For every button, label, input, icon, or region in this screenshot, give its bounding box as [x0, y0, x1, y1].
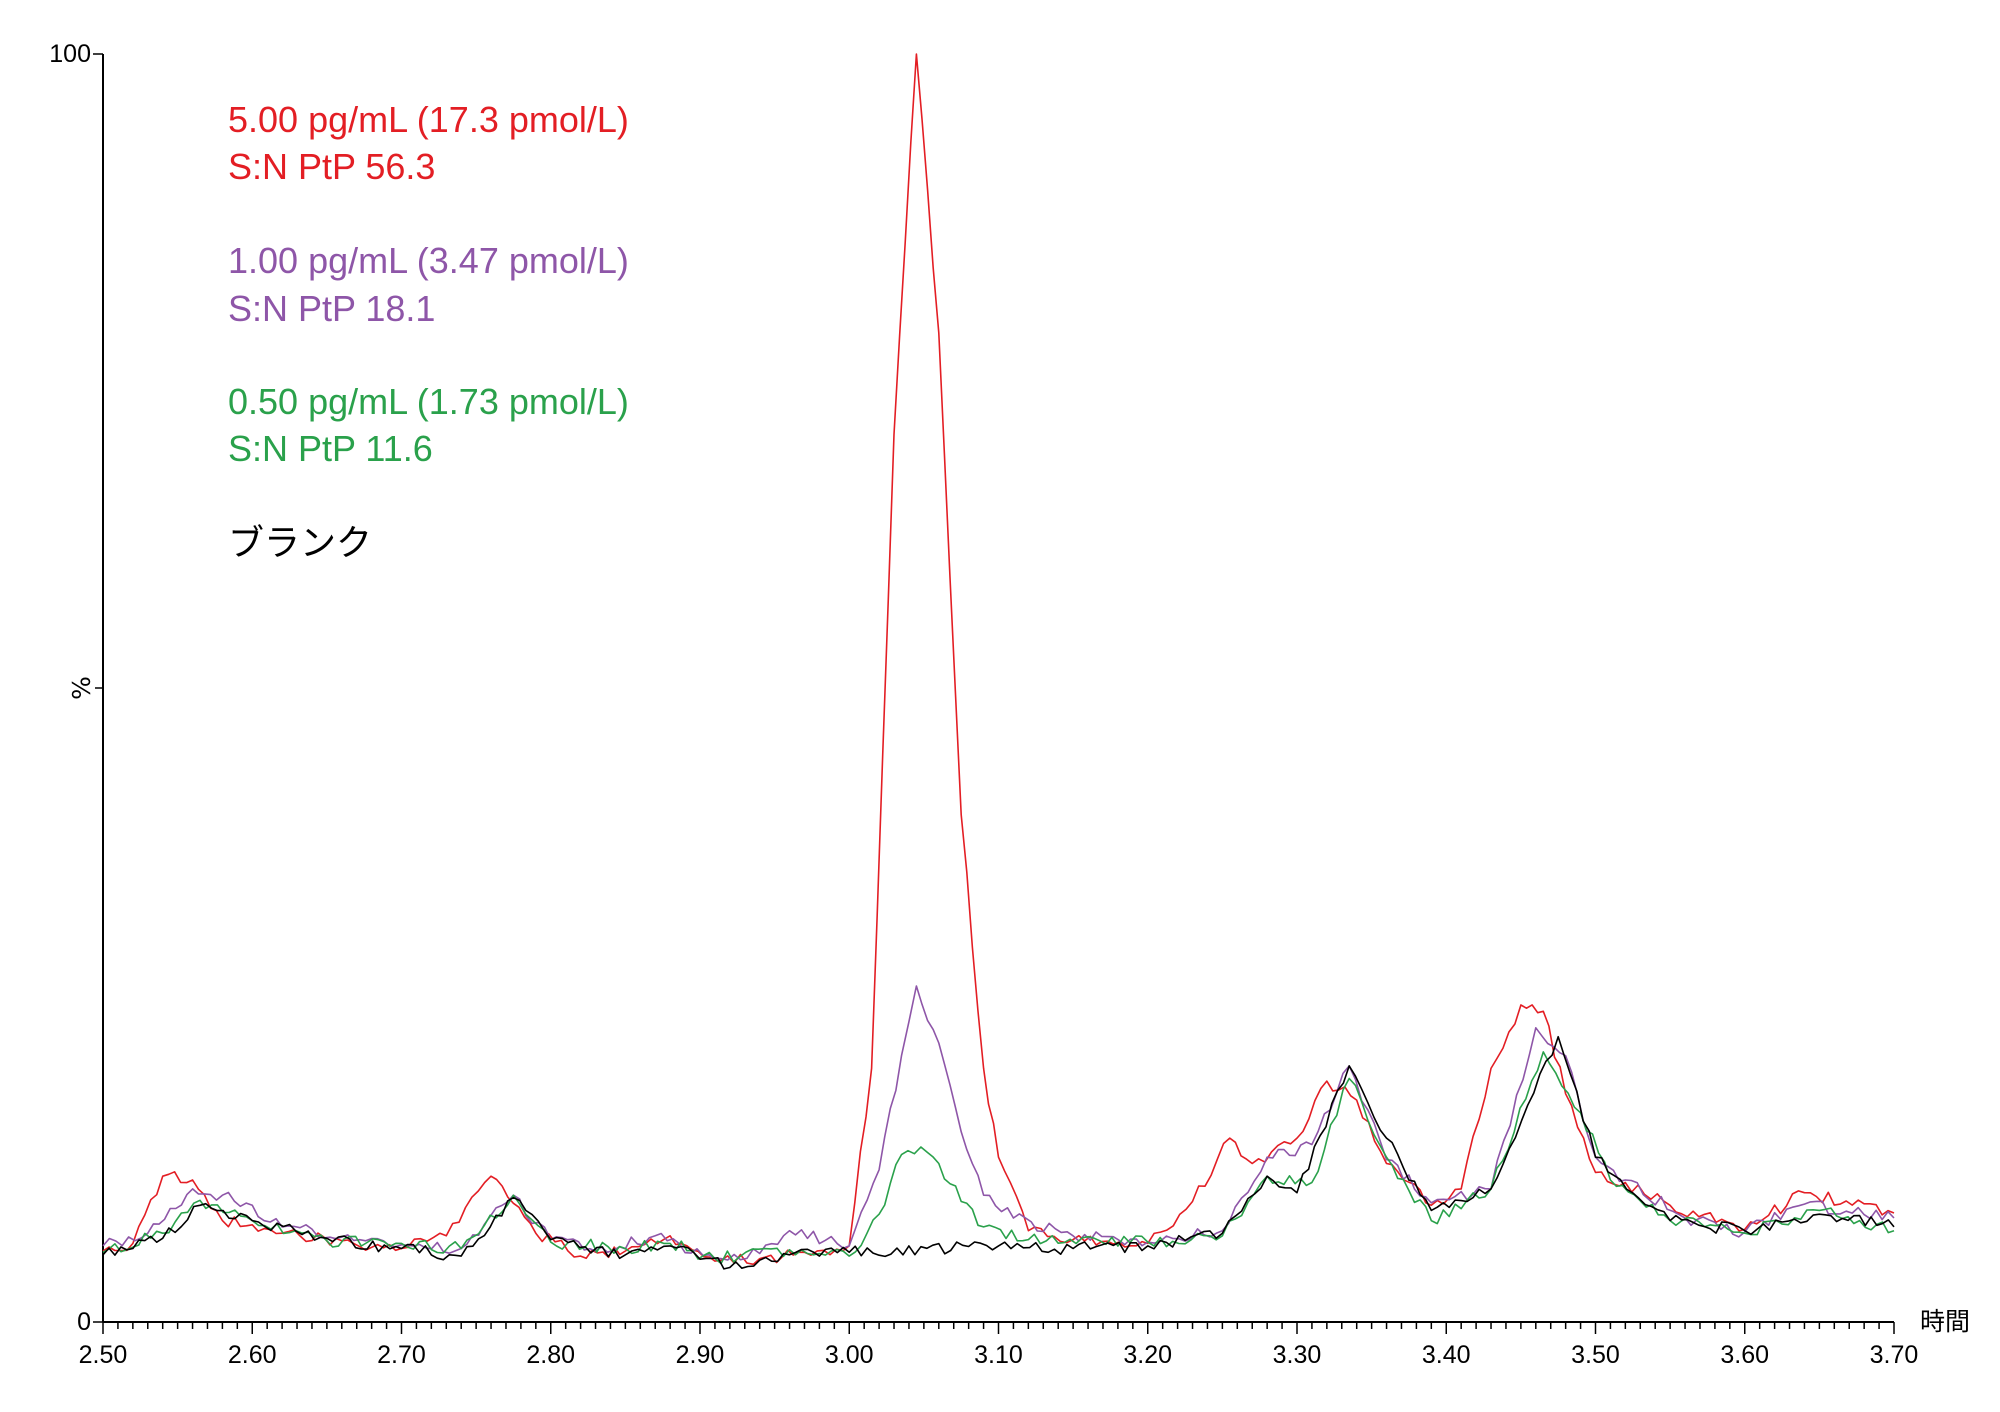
annotation-text: S:N PtP 18.1 — [228, 288, 435, 329]
x-tick-label: 2.70 — [377, 1341, 426, 1369]
x-tick-label: 2.80 — [526, 1341, 575, 1369]
x-tick-label: 3.00 — [825, 1341, 874, 1369]
y-axis-ticks: 0 100 — [49, 40, 103, 1336]
x-tick-label: 2.60 — [228, 1341, 277, 1369]
annotation-text: S:N PtP 56.3 — [228, 146, 435, 187]
x-tick-label: 3.50 — [1571, 1341, 1620, 1369]
x-tick-label: 3.30 — [1273, 1341, 1322, 1369]
annotation-text: 1.00 pg/mL (3.47 pmol/L) — [228, 240, 629, 281]
y-axis-title: % — [67, 676, 96, 700]
annotation-text: ブランク — [228, 522, 372, 563]
series-layer — [102, 53, 1895, 1270]
x-tick-label: 2.90 — [676, 1341, 725, 1369]
series-line-2 — [102, 1051, 1895, 1265]
annotation-text: S:N PtP 11.6 — [228, 428, 433, 469]
x-tick-label: 3.60 — [1720, 1341, 1769, 1369]
x-axis-ticks: 2.50 2.60 2.70 2.80 2.90 3.00 3.10 3.20 3.30 3.40… — [79, 1322, 1919, 1369]
x-tick-label: 3.20 — [1123, 1341, 1172, 1369]
x-tick-label: 3.10 — [974, 1341, 1023, 1369]
series-line-0 — [102, 53, 1895, 1266]
x-tick-label: 3.40 — [1422, 1341, 1471, 1369]
x-axis-title: 時間 — [1920, 1307, 1970, 1336]
annotation-text: 5.00 pg/mL (17.3 pmol/L) — [228, 99, 629, 140]
series-line-1 — [102, 985, 1895, 1261]
series-line-3 — [102, 1035, 1895, 1270]
y-tick-label: 100 — [49, 40, 91, 68]
x-tick-label: 3.70 — [1870, 1341, 1919, 1369]
annotation-text: 0.50 pg/mL (1.73 pmol/L) — [228, 381, 629, 422]
y-tick-label: 0 — [77, 1308, 91, 1336]
x-tick-label: 2.50 — [79, 1341, 128, 1369]
annotations: 5.00 pg/mL (17.3 pmol/L) S:N PtP 56.3 1.00… — [228, 99, 629, 563]
